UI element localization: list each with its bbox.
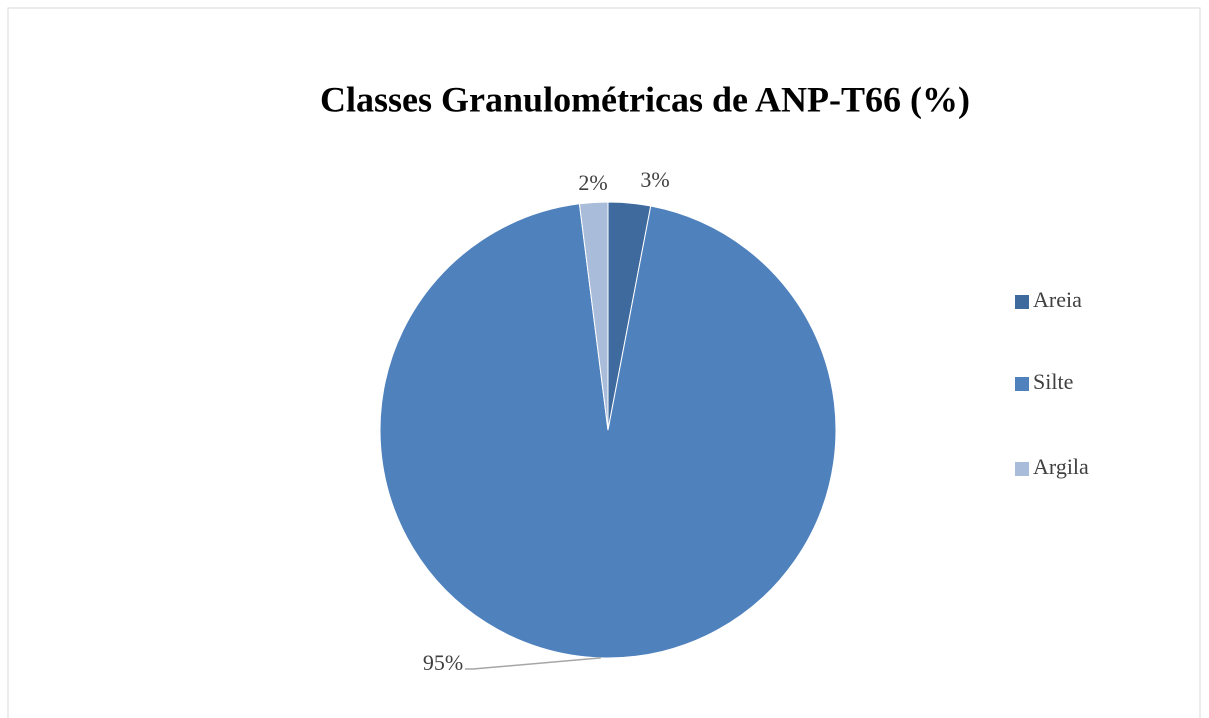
legend-label: Silte	[1033, 369, 1073, 394]
leader-line	[465, 657, 601, 670]
pie-slice	[578, 201, 609, 431]
data-label: 95%	[423, 650, 463, 675]
legend-label: Argila	[1033, 454, 1089, 479]
legend-label: Areia	[1033, 287, 1082, 312]
legend-swatch	[1015, 295, 1029, 309]
chart-title: Classes Granulométricas de ANP-T66 (%)	[320, 79, 970, 119]
data-label: 3%	[640, 167, 669, 192]
legend-swatch	[1015, 462, 1029, 476]
data-label: 2%	[578, 170, 607, 195]
legend-swatch	[1015, 377, 1029, 391]
pie-slice	[379, 203, 837, 659]
